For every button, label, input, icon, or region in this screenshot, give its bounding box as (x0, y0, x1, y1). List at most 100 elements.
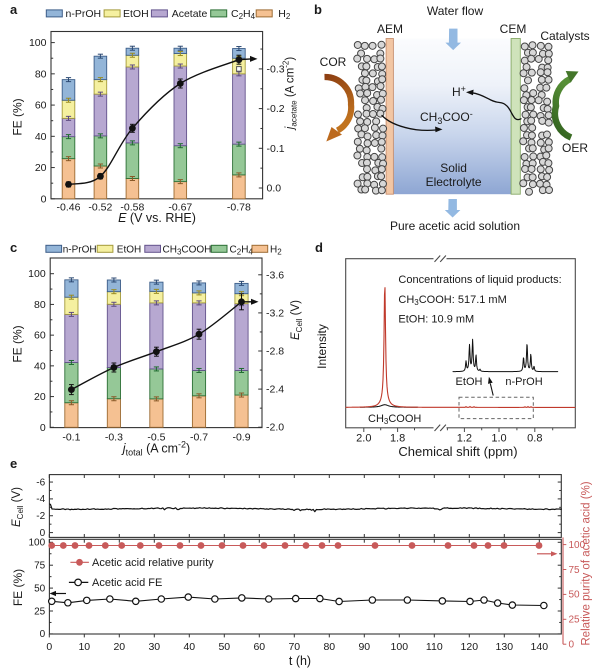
svg-text:d: d (315, 240, 323, 255)
svg-text:60: 60 (35, 100, 47, 112)
svg-text:40: 40 (34, 360, 46, 372)
svg-text:-2.8: -2.8 (266, 346, 284, 358)
svg-text:80: 80 (323, 641, 335, 653)
svg-text:80: 80 (34, 299, 46, 311)
svg-text:0: 0 (46, 641, 52, 653)
svg-text:100: 100 (29, 538, 46, 549)
svg-text:80: 80 (35, 68, 47, 80)
svg-text:CH3COOH: CH3COOH (163, 244, 212, 256)
svg-text:Pure acetic acid solution: Pure acetic acid solution (390, 219, 520, 233)
svg-text:0: 0 (40, 629, 46, 640)
svg-text:120: 120 (461, 641, 479, 653)
svg-text:1.2: 1.2 (457, 433, 472, 445)
svg-text:C2H4: C2H4 (231, 8, 256, 21)
svg-text:-3.6: -3.6 (266, 269, 284, 281)
svg-text:10: 10 (78, 641, 90, 653)
svg-text:EtOH: EtOH (117, 244, 141, 255)
svg-text:-0.9: -0.9 (232, 432, 250, 444)
svg-text:-0.58: -0.58 (120, 202, 144, 214)
svg-text:0: 0 (569, 640, 575, 651)
svg-text:0: 0 (41, 193, 47, 205)
svg-text:100: 100 (29, 37, 47, 49)
svg-text:130: 130 (496, 641, 514, 653)
svg-text:H2: H2 (278, 8, 291, 21)
svg-text:110: 110 (426, 641, 443, 653)
svg-text:Intensity: Intensity (315, 324, 329, 369)
svg-text:-2.0: -2.0 (266, 422, 284, 434)
svg-text:30: 30 (148, 641, 160, 653)
svg-text:0: 0 (40, 422, 46, 434)
svg-text:1.0: 1.0 (491, 433, 506, 445)
svg-text:a: a (10, 2, 18, 17)
svg-text:75: 75 (569, 565, 581, 576)
svg-text:AEM: AEM (377, 22, 403, 36)
svg-text:140: 140 (531, 641, 549, 653)
svg-text:t (h): t (h) (289, 654, 311, 668)
svg-text:25: 25 (569, 615, 581, 626)
svg-text:40: 40 (35, 131, 47, 143)
svg-text:0.8: 0.8 (527, 433, 542, 445)
svg-text:25: 25 (34, 606, 46, 617)
svg-text:-6: -6 (36, 477, 45, 488)
svg-text:c: c (10, 240, 17, 255)
svg-text:Relative purity of acetic acid: Relative purity of acetic acid (%) (581, 481, 593, 645)
svg-text:Acetic acid FE: Acetic acid FE (92, 577, 162, 589)
svg-text:H2: H2 (270, 244, 282, 256)
svg-text:FE (%): FE (%) (11, 569, 25, 606)
svg-text:Acetic acid relative purity: Acetic acid relative purity (92, 557, 214, 569)
svg-text:-0.78: -0.78 (227, 202, 251, 214)
svg-text:-2: -2 (36, 511, 45, 522)
svg-text:90: 90 (358, 641, 370, 653)
svg-text:CH3COO-: CH3COO- (420, 109, 473, 126)
svg-text:C2H4: C2H4 (230, 244, 254, 256)
svg-text:Catalysts: Catalysts (540, 29, 589, 43)
svg-text:n-PrOH: n-PrOH (66, 8, 102, 20)
svg-text:EtOH: 10.9 mM: EtOH: 10.9 mM (398, 314, 474, 326)
svg-text:-4: -4 (36, 494, 45, 505)
svg-text:50: 50 (218, 641, 230, 653)
svg-text:100: 100 (391, 641, 409, 653)
svg-text:-3.2: -3.2 (266, 307, 284, 319)
svg-text:b: b (314, 2, 322, 17)
svg-text:-0.52: -0.52 (88, 202, 112, 214)
svg-text:-0.2: -0.2 (267, 103, 285, 115)
svg-text:e: e (10, 456, 17, 471)
svg-text:20: 20 (35, 162, 47, 174)
svg-text:60: 60 (253, 641, 265, 653)
svg-text:-0.46: -0.46 (57, 202, 81, 214)
svg-text:-0.1: -0.1 (62, 432, 80, 444)
svg-text:-0.3: -0.3 (267, 63, 285, 75)
svg-text:Solid: Solid (440, 161, 467, 175)
svg-text:EtOH: EtOH (456, 376, 483, 388)
svg-text:n-PrOH: n-PrOH (505, 376, 542, 388)
svg-text:FE (%): FE (%) (11, 98, 25, 135)
svg-text:-0.67: -0.67 (168, 202, 192, 214)
svg-text:Concentrations of liquid produ: Concentrations of liquid products: (398, 274, 561, 286)
svg-text:-2.4: -2.4 (266, 384, 284, 396)
svg-text:100: 100 (28, 268, 46, 280)
svg-text:0: 0 (40, 528, 46, 539)
svg-text:20: 20 (113, 641, 125, 653)
svg-text:0.0: 0.0 (267, 183, 282, 195)
svg-text:Acetate: Acetate (172, 8, 208, 20)
svg-text:2.0: 2.0 (356, 433, 371, 445)
svg-text:60: 60 (34, 330, 46, 342)
svg-text:n-PrOH: n-PrOH (63, 244, 97, 255)
svg-text:Chemical shift (ppm): Chemical shift (ppm) (398, 444, 517, 459)
svg-text:-0.1: -0.1 (267, 143, 285, 155)
svg-text:Water flow: Water flow (427, 4, 484, 18)
svg-text:-0.5: -0.5 (147, 432, 165, 444)
svg-text:20: 20 (34, 391, 46, 403)
svg-text:OER: OER (562, 141, 588, 155)
svg-text:E (V vs. RHE): E (V vs. RHE) (118, 211, 196, 225)
svg-text:75: 75 (34, 561, 46, 572)
svg-text:CEM: CEM (500, 22, 527, 36)
svg-text:70: 70 (288, 641, 300, 653)
svg-text:50: 50 (34, 583, 46, 594)
svg-text:40: 40 (183, 641, 195, 653)
svg-text:COR: COR (320, 55, 347, 69)
svg-text:Electrolyte: Electrolyte (426, 175, 482, 189)
svg-text:CH3COOH: 517.1 mM: CH3COOH: 517.1 mM (398, 294, 506, 307)
svg-text:FE (%): FE (%) (11, 325, 25, 362)
svg-text:CH3COOH: CH3COOH (368, 413, 421, 426)
